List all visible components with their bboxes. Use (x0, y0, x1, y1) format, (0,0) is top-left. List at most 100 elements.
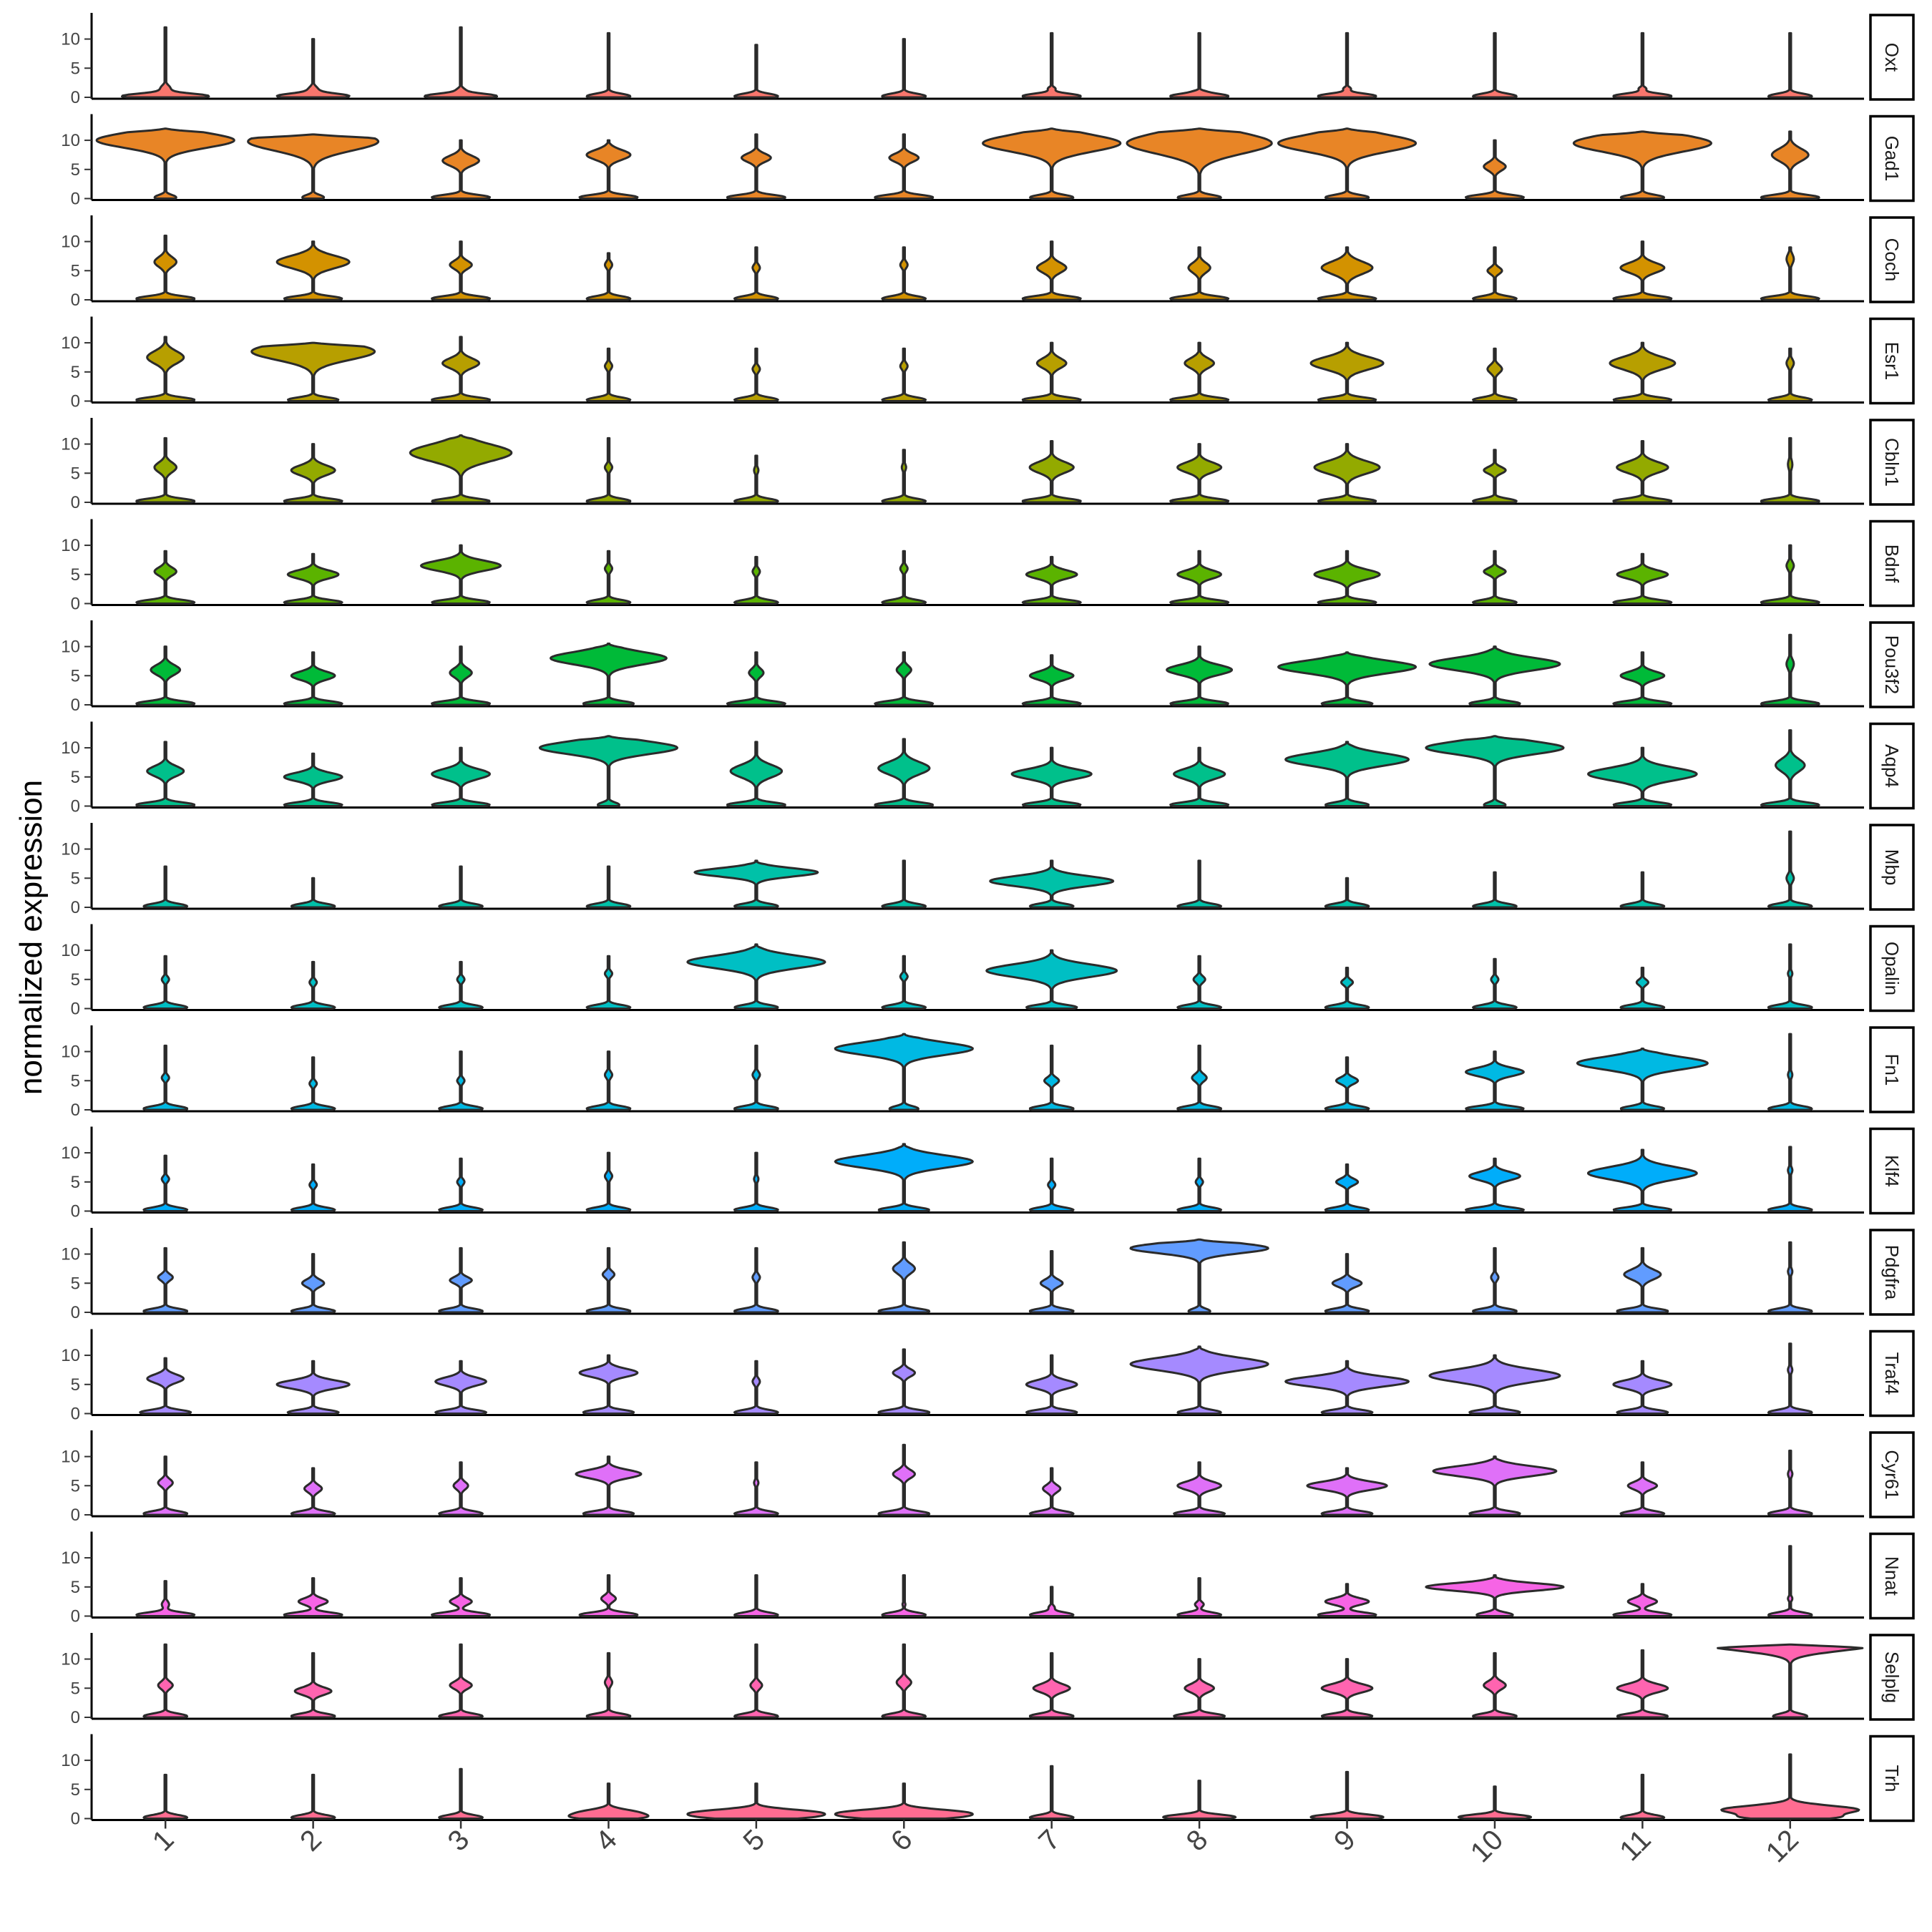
violin-oxt-12 (1767, 31, 1813, 99)
violin-klf4-9 (1324, 1163, 1370, 1212)
violin-trh-7 (1028, 1765, 1075, 1820)
violin-traf4-12 (1767, 1342, 1813, 1415)
violin-traf4-11 (1612, 1360, 1673, 1415)
violin-pou3f2-8 (1166, 645, 1234, 706)
y-tick-label: 0 (71, 1708, 80, 1727)
y-tick-label: 0 (71, 291, 80, 310)
violin-cbln1-5 (733, 454, 779, 504)
y-tick-label: 10 (61, 941, 80, 960)
violin-panels: 0 5 10 Oxt 0 5 10 Gad1 0 5 10 Coch 0 5 10 Esr1 0 5 10 Cbln1… (61, 13, 1915, 1829)
violin-esr1-10 (1472, 347, 1518, 402)
violin-fn1-6 (834, 1033, 974, 1111)
strip-label-box (1869, 317, 1915, 405)
violin-oxt-10 (1472, 31, 1518, 99)
panel-nnat: 0 5 10 Nnat (61, 1531, 1915, 1626)
strip-label: Cyr61 (1881, 1450, 1903, 1499)
violin-oxt-11 (1612, 31, 1673, 99)
violin-opalin-7 (985, 949, 1118, 1010)
violin-gad1-12 (1760, 130, 1820, 200)
violin-gad1-8 (1126, 127, 1273, 200)
strip-label: Nnat (1881, 1556, 1903, 1596)
violin-fn1-11 (1576, 1048, 1709, 1111)
violin-opalin-5 (686, 943, 826, 1010)
violin-mbp-10 (1472, 871, 1518, 909)
violin-pou3f2-3 (431, 645, 491, 706)
violin-opalin-3 (438, 960, 484, 1010)
violin-selplg-2 (290, 1652, 336, 1719)
y-axis-label: normalized expression (14, 780, 49, 1095)
violin-cyr61-4 (575, 1455, 643, 1516)
violin-klf4-8 (1176, 1157, 1222, 1212)
violin-pdgfra-6 (877, 1241, 931, 1314)
violin-coch-9 (1317, 246, 1377, 301)
violin-aqp4-7 (1010, 746, 1093, 807)
panel-opalin: 0 5 10 Opalin (61, 924, 1915, 1019)
violin-mbp-8 (1176, 859, 1222, 909)
violin-cyr61-6 (877, 1443, 931, 1516)
y-tick-label: 0 (71, 1607, 80, 1626)
y-tick-label: 0 (71, 1000, 80, 1019)
x-tick-label: 6 (885, 1824, 919, 1858)
violin-klf4-4 (585, 1151, 632, 1212)
panel-klf4: 0 5 10 Klf4 (61, 1126, 1915, 1221)
violin-cyr61-8 (1173, 1461, 1226, 1516)
violin-pdgfra-9 (1324, 1253, 1370, 1314)
strip-label-box (1869, 1634, 1915, 1721)
violin-klf4-7 (1028, 1157, 1075, 1212)
violin-klf4-6 (834, 1143, 974, 1212)
violin-coch-7 (1021, 240, 1082, 301)
violin-mbp-11 (1619, 871, 1666, 909)
violin-opalin-12 (1767, 943, 1813, 1010)
violin-oxt-6 (881, 38, 927, 99)
violin-cyr61-5 (733, 1461, 779, 1516)
strip-label-box (1869, 824, 1915, 911)
strip-label-box (1869, 1127, 1915, 1215)
strip-label-box (1869, 924, 1915, 1013)
violin-fn1-7 (1028, 1044, 1075, 1111)
violin-mbp-5 (693, 859, 819, 909)
violin-coch-10 (1472, 246, 1518, 301)
violin-fn1-9 (1324, 1056, 1370, 1111)
violin-fn1-1 (142, 1044, 189, 1111)
violin-trh-2 (290, 1773, 336, 1820)
violin-coch-8 (1169, 246, 1230, 301)
y-tick-label: 0 (71, 1202, 80, 1221)
x-tick-label: 4 (590, 1824, 623, 1858)
violin-klf4-12 (1767, 1146, 1813, 1212)
violin-pou3f2-6 (874, 651, 935, 706)
violin-selplg-6 (881, 1643, 927, 1719)
violin-traf4-4 (578, 1354, 639, 1415)
violin-trh-11 (1619, 1773, 1666, 1820)
violin-gad1-2 (247, 133, 380, 200)
violin-coch-12 (1760, 246, 1820, 301)
violin-aqp4-3 (431, 746, 491, 807)
violin-traf4-10 (1428, 1354, 1561, 1415)
y-tick-label: 5 (71, 768, 80, 787)
violin-pou3f2-11 (1612, 651, 1673, 706)
violin-traf4-5 (733, 1360, 779, 1415)
x-tick-label: 1 (147, 1824, 180, 1858)
y-tick-label: 5 (71, 1375, 80, 1395)
violin-oxt-3 (424, 26, 499, 99)
y-tick-label: 0 (71, 1810, 80, 1829)
violin-cbln1-2 (283, 443, 343, 504)
violin-esr1-12 (1767, 347, 1813, 402)
y-tick-label: 0 (71, 1405, 80, 1424)
x-tick-label: 10 (1465, 1824, 1510, 1869)
violin-pdgfra-2 (290, 1253, 336, 1314)
strip-label: Coch (1881, 238, 1903, 282)
violin-gad1-4 (578, 139, 639, 200)
panel-mbp: 0 5 10 Mbp (61, 823, 1915, 917)
violin-cyr61-11 (1619, 1461, 1666, 1516)
violin-bdnf-10 (1472, 550, 1518, 605)
violin-traf4-1 (139, 1357, 192, 1415)
violin-gad1-7 (982, 127, 1122, 200)
violin-trh-5 (686, 1782, 826, 1820)
y-tick-label: 10 (61, 1548, 80, 1568)
strip-label: Oxt (1881, 43, 1903, 72)
violin-pdgfra-8 (1129, 1238, 1269, 1314)
violin-nnat-4 (578, 1574, 639, 1617)
violin-mbp-6 (881, 859, 927, 909)
violin-traf4-7 (1025, 1354, 1078, 1415)
strip-label: Klf4 (1881, 1155, 1903, 1187)
